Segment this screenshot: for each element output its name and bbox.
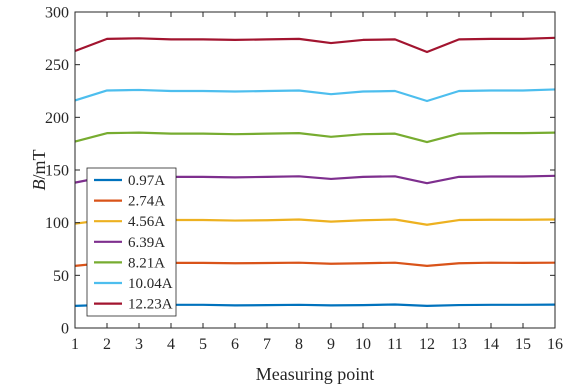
y-tick-label: 150 — [45, 163, 69, 180]
y-axis-label-unit: /mT — [29, 149, 49, 179]
series-line-6 — [74, 88, 556, 103]
legend-label-6: 10.04A — [128, 276, 173, 292]
y-tick-label: 50 — [53, 268, 69, 285]
axis-ticks — [74, 11, 556, 329]
y-tick-label: 250 — [45, 57, 69, 74]
x-tick-label: 1 — [71, 336, 79, 353]
x-tick-label: 10 — [355, 336, 371, 353]
x-tick-label: 9 — [327, 336, 335, 353]
x-tick-label: 2 — [103, 336, 111, 353]
x-tick-label: 3 — [135, 336, 143, 353]
x-tick-label: 13 — [451, 336, 467, 353]
x-tick-label: 7 — [263, 336, 271, 353]
series-line-7 — [74, 36, 556, 54]
series-line-5 — [74, 131, 556, 144]
x-tick-label: 4 — [167, 336, 175, 353]
y-axis-label-symbol: B — [29, 180, 49, 191]
legend-label-4: 6.39A — [128, 235, 165, 251]
legend-label-2: 2.74A — [128, 194, 165, 210]
y-axis-label: B/mT — [29, 149, 49, 190]
x-tick-label: 8 — [295, 336, 303, 353]
x-tick-label: 14 — [483, 336, 499, 353]
x-tick-label: 5 — [199, 336, 207, 353]
x-tick-label: 11 — [387, 336, 402, 353]
legend-label-3: 4.56A — [128, 214, 165, 230]
y-tick-label: 300 — [45, 5, 69, 22]
legend-label-5: 8.21A — [128, 255, 165, 271]
x-tick-label: 15 — [515, 336, 531, 353]
legend-label-7: 12.23A — [128, 297, 173, 313]
y-tick-label: 200 — [45, 110, 69, 127]
axis-tick-labels: 1 2 3 4 5 6 7 8 9 10 11 12 13 14 15 1605010015020025030… — [45, 5, 563, 354]
y-tick-label: 100 — [45, 215, 69, 232]
x-tick-label: 12 — [419, 336, 435, 353]
legend-label-1: 0.97A — [128, 173, 165, 189]
legend: 0.97A 2.74A 4.56A 6.39A 8.21A 10.04A 12.23A — [86, 167, 177, 317]
x-tick-label: 6 — [231, 336, 239, 353]
y-tick-label: 0 — [61, 321, 69, 338]
x-axis-label: Measuring point — [256, 364, 375, 384]
x-tick-label: 16 — [547, 336, 563, 353]
